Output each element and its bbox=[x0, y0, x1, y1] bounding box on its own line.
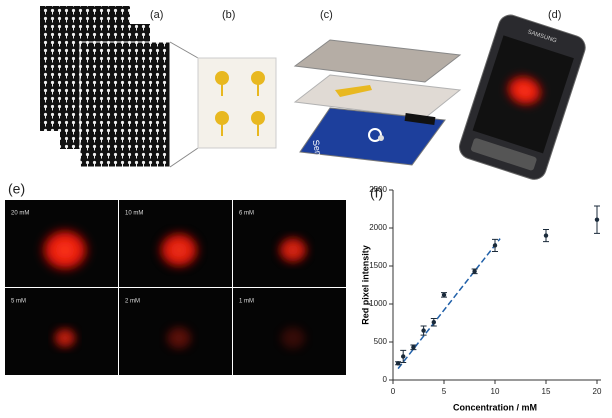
point bbox=[472, 269, 477, 274]
panel-label: (e) bbox=[8, 181, 25, 197]
zoom-line bbox=[169, 41, 199, 59]
y-tick-label: 2000 bbox=[369, 223, 387, 232]
image-label: 1 mM bbox=[239, 299, 254, 305]
red-spot bbox=[51, 325, 79, 351]
electrode-card bbox=[197, 57, 277, 149]
image-grid: 20 mM 10 mM 6 mM 5 mM 2 mM 1 mM bbox=[5, 200, 346, 375]
y-tick-label: 2500 bbox=[369, 185, 387, 194]
image-label: 6 mM bbox=[239, 211, 254, 217]
y-tick-label: 1000 bbox=[369, 299, 387, 308]
panel-label: (f) bbox=[370, 185, 383, 201]
chart: 0 500 1000 1500 2000 2500 0 5 10 15 20 Concentratio… bbox=[360, 185, 602, 412]
image-label: 10 mM bbox=[125, 211, 143, 217]
phone: SAMSUNG bbox=[458, 14, 586, 180]
point bbox=[401, 354, 406, 359]
image-label: 2 mM bbox=[125, 299, 140, 305]
x-tick-label: 0 bbox=[391, 387, 396, 396]
x-tick-label: 5 bbox=[442, 387, 447, 396]
zoom-line bbox=[169, 147, 199, 168]
red-spot bbox=[275, 233, 311, 267]
point bbox=[421, 328, 426, 333]
y-axis-label: Red pixel intensity bbox=[360, 245, 370, 325]
x-tick-label: 10 bbox=[491, 387, 500, 396]
x-tick-label: 15 bbox=[542, 387, 551, 396]
y-tick-label: 500 bbox=[374, 337, 388, 346]
red-spot bbox=[163, 323, 195, 353]
point bbox=[395, 361, 401, 366]
panel-label: (a) bbox=[150, 9, 163, 21]
point bbox=[431, 320, 436, 325]
sensor-layers: Sensor bbox=[293, 39, 462, 169]
point bbox=[492, 243, 498, 248]
panel-label: (b) bbox=[222, 9, 235, 21]
y-tick-label: 0 bbox=[383, 375, 388, 384]
image-label: 20 mM bbox=[11, 211, 29, 217]
panel-label: (c) bbox=[320, 9, 333, 21]
x-axis-label: Concentration / mM bbox=[453, 402, 537, 412]
y-tick-label: 1500 bbox=[369, 261, 387, 270]
red-spot bbox=[37, 224, 93, 276]
point bbox=[411, 345, 416, 350]
panel-label: (d) bbox=[548, 9, 561, 21]
sensor-text: Sensor bbox=[311, 139, 326, 169]
point bbox=[543, 233, 549, 238]
red-spot bbox=[155, 228, 203, 272]
sheet-stack bbox=[40, 6, 171, 168]
point bbox=[441, 292, 447, 298]
image-label: 5 mM bbox=[11, 299, 26, 305]
x-tick-label: 20 bbox=[593, 387, 602, 396]
point bbox=[594, 217, 600, 222]
red-spot bbox=[277, 323, 309, 353]
